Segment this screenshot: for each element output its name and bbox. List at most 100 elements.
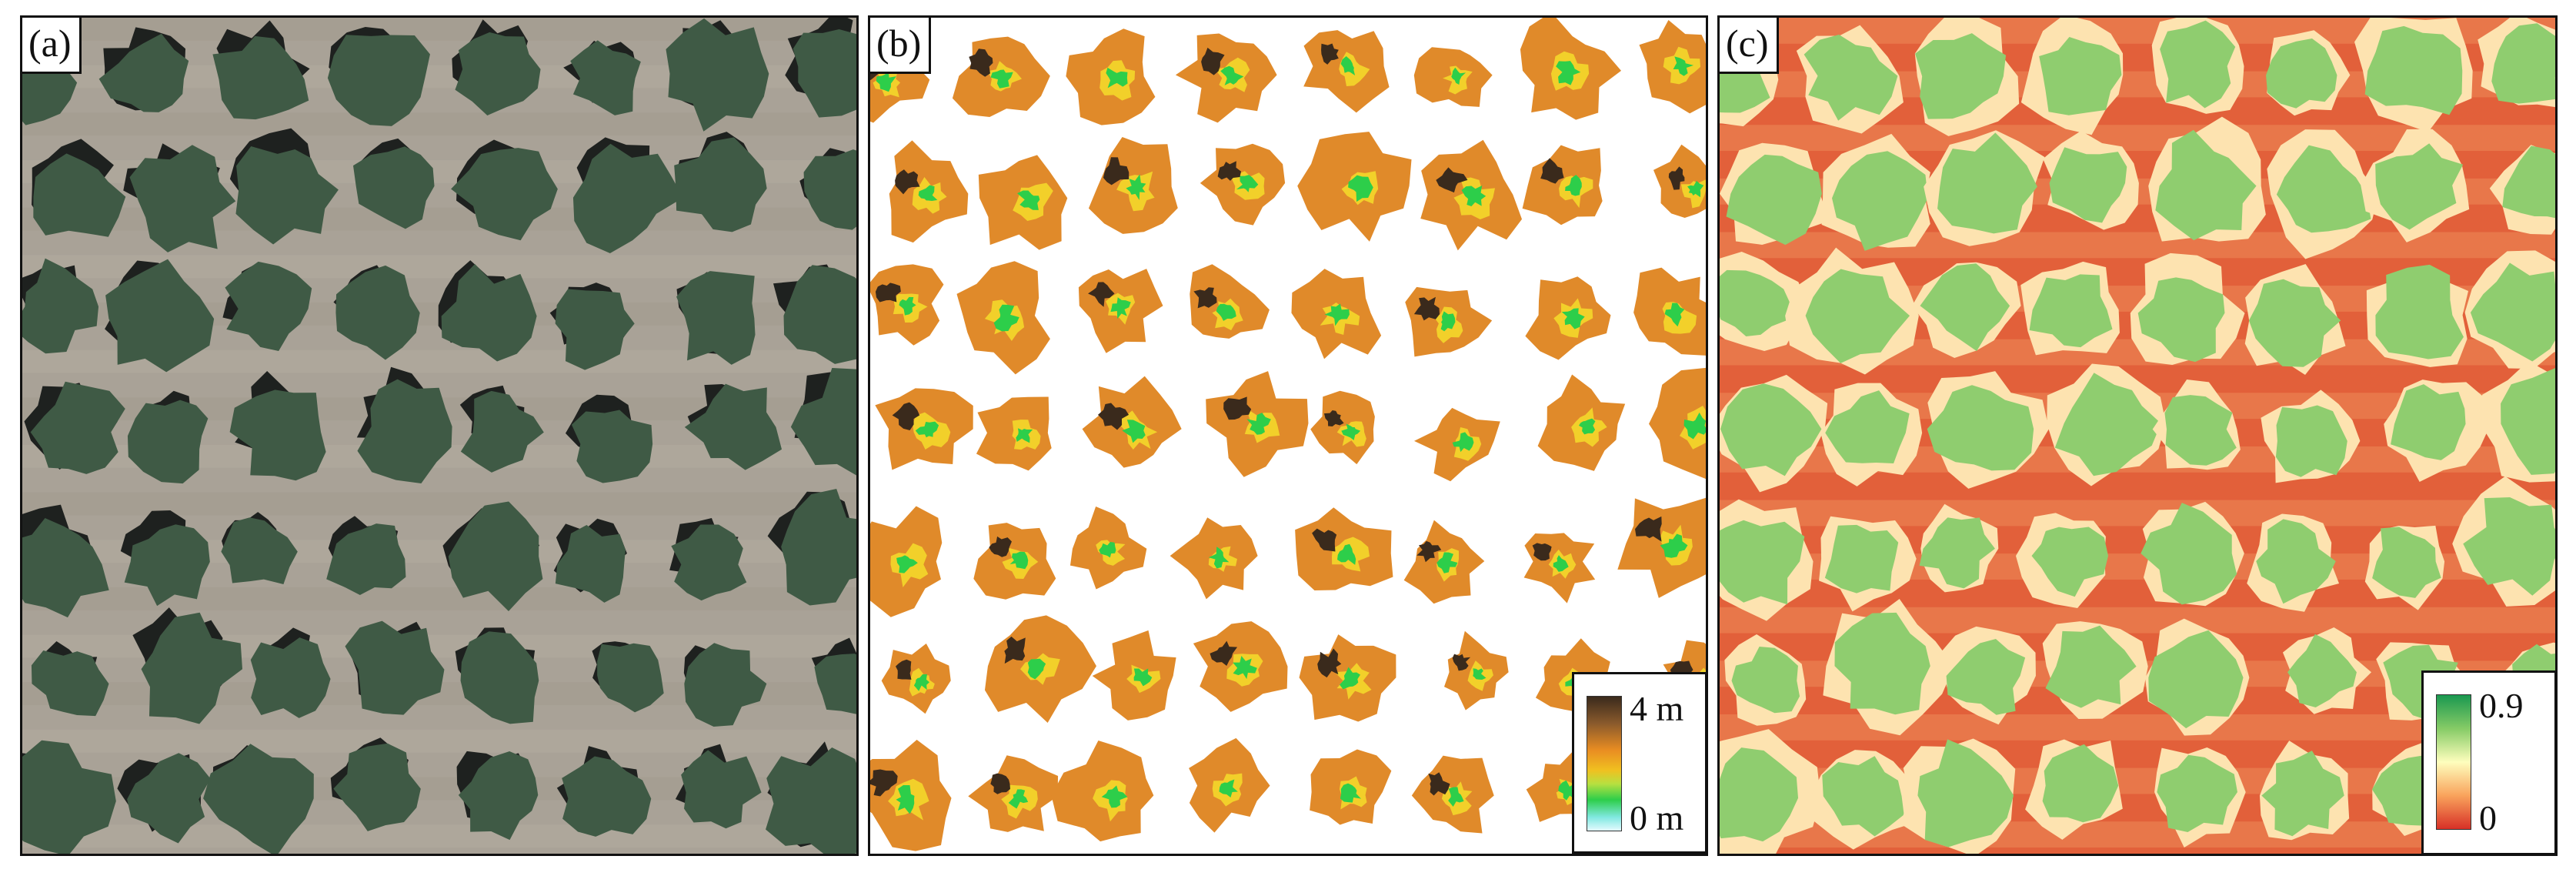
tree-height-top [1201, 47, 1225, 75]
panel-a-label: (a) [22, 18, 82, 74]
tree-height-top [1193, 287, 1217, 309]
tree-height-low [896, 555, 918, 573]
tree-index-blob [2039, 37, 2122, 115]
tree-index-blob [2148, 630, 2244, 729]
tree-height-low [915, 421, 939, 438]
tree-index-blob [2470, 262, 2555, 362]
tree-height-low [1017, 190, 1040, 210]
tree-canopy [105, 259, 215, 373]
tree-canopy [783, 265, 856, 364]
tree-height-top [1217, 161, 1242, 181]
tree-height-low [1324, 303, 1350, 326]
tree-height-top [990, 773, 1010, 794]
tree-index-blob [1726, 154, 1822, 246]
tree-canopy [455, 32, 541, 115]
tree-height-low [1556, 61, 1581, 85]
tree-canopy [451, 148, 558, 241]
tree-height-top [1088, 282, 1115, 307]
tree-height-low [1340, 667, 1360, 690]
tree-height-top [969, 48, 993, 77]
height-legend: 4 m 0 m [1572, 672, 1706, 854]
tree-canopy [666, 18, 769, 132]
tree-height-low [990, 69, 1013, 89]
height-colorbar [1587, 696, 1622, 831]
tree-index-blob [2141, 503, 2237, 605]
tree-canopy [335, 265, 420, 360]
tree-canopy [22, 258, 99, 354]
tree-canopy [141, 612, 243, 724]
tree-height-top [1452, 654, 1471, 671]
tree-index-blob [2372, 527, 2441, 598]
tree-index-blob [2266, 38, 2337, 109]
tree-canopy [31, 650, 109, 717]
tree-height-top [989, 536, 1012, 557]
tree-height-low [1016, 428, 1033, 443]
tree-index-blob [1720, 269, 1790, 337]
tree-height-top [1312, 528, 1337, 552]
tree-canopy [129, 145, 236, 252]
tree-index-blob [2375, 143, 2464, 230]
tree-height-blob [1617, 497, 1706, 598]
tree-canopy [803, 149, 856, 230]
tree-height-top [1428, 772, 1450, 796]
tree-canopy [333, 743, 421, 831]
tree-height-low [1341, 423, 1361, 440]
tree-index-blob [2261, 751, 2344, 837]
tree-index-blob [2031, 527, 2109, 597]
tree-height-top [1436, 167, 1468, 193]
tree-height-top [1210, 640, 1238, 667]
tree-canopy [792, 29, 856, 118]
tree-index-blob [1919, 517, 1995, 589]
tree-height-low [1122, 420, 1146, 443]
tree-index-blob [2137, 277, 2225, 363]
tree-height-top [1413, 296, 1440, 321]
tree-canopy [681, 750, 762, 829]
rgb-orchard-image [22, 18, 856, 854]
tree-index-blob [1831, 151, 1928, 251]
tree-index-blob [1720, 383, 1822, 476]
tree-index-blob [2049, 147, 2127, 223]
tree-height-top [1540, 158, 1564, 184]
tree-canopy [203, 744, 314, 854]
tree-height-low [1452, 432, 1474, 453]
tree-height-low [1008, 789, 1029, 809]
panel-b-label: (b) [870, 18, 932, 74]
tree-height-low [896, 784, 915, 814]
tree-canopy [327, 35, 430, 126]
tree-height-low [1126, 174, 1146, 200]
tree-index-blob [1822, 756, 1904, 837]
tree-index-blob [2054, 373, 2161, 476]
tree-height-low [1436, 552, 1458, 573]
tree-canopy [124, 524, 210, 607]
tree-canopy [326, 523, 406, 595]
tree-canopy [22, 740, 116, 854]
tree-height-low [1461, 185, 1487, 206]
tree-index-blob [1915, 33, 2007, 119]
tree-index-blob [1920, 263, 2010, 352]
tree-height-low [1027, 658, 1046, 680]
tree-height-top [875, 283, 901, 303]
tree-index-blob [2391, 384, 2466, 460]
tree-canopy [814, 654, 856, 714]
tree-height-low [918, 185, 938, 201]
tree-height-top [870, 769, 898, 797]
tree-height-low [1110, 297, 1131, 319]
tree-index-blob [2491, 23, 2555, 104]
tree-height-top [892, 402, 920, 431]
tree-index-blob [1804, 34, 1898, 121]
tree-height-low [1219, 779, 1238, 798]
tree-height-top [1635, 516, 1662, 542]
tree-index-blob [1834, 612, 1930, 715]
tree-index-blob [1731, 646, 1800, 714]
tree-index-blob [2501, 368, 2555, 475]
tree-index-blob [2256, 519, 2336, 604]
tree-canopy [676, 271, 756, 365]
tree-height-top [1532, 543, 1552, 561]
tree-height-low [1440, 311, 1456, 332]
panel-c-vegetation-index-map: (c) 0.9 0 [1717, 15, 2558, 856]
tree-height-top [1097, 403, 1130, 430]
tree-height-top [896, 659, 912, 680]
tree-height-low [1565, 175, 1582, 196]
tree-index-blob [2164, 395, 2237, 466]
tree-height-low [1448, 787, 1464, 807]
